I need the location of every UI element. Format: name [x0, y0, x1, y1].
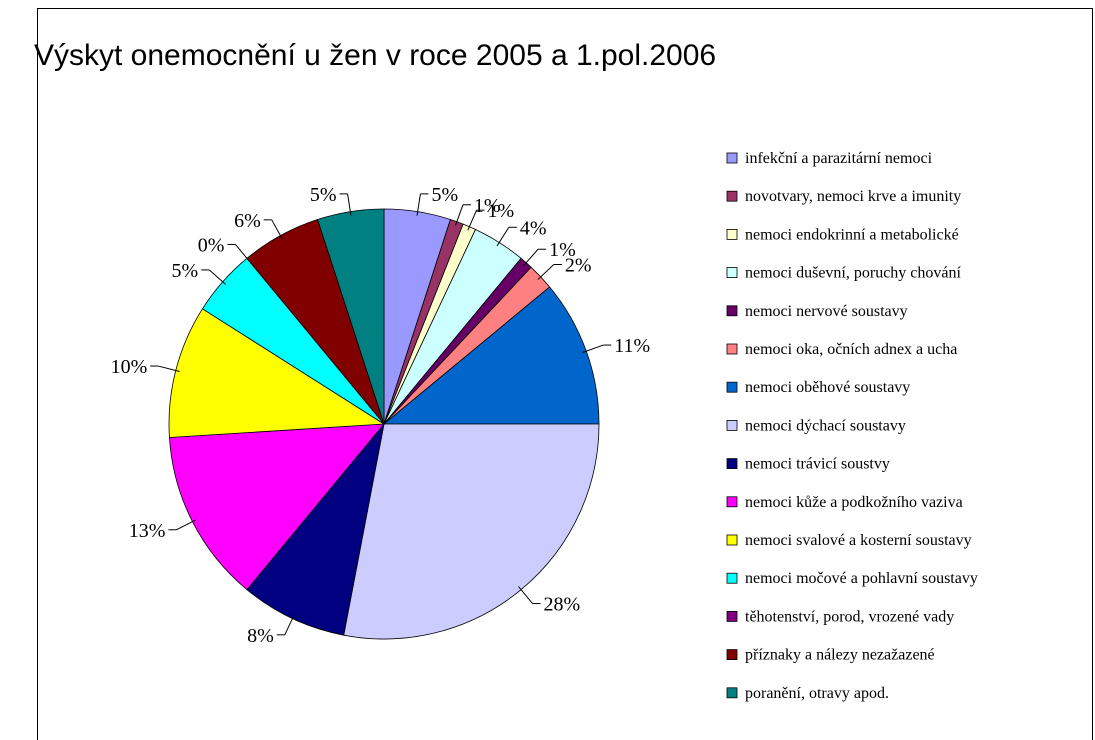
legend-label: nemoci kůže a podkožního vaziva	[745, 494, 963, 511]
data-label: 11%	[614, 335, 650, 357]
data-label: 0%	[198, 234, 225, 256]
chart-title: Výskyt onemocnění u žen v roce 2005 a 1.…	[34, 39, 716, 72]
leader-line	[582, 344, 604, 353]
leader-line	[284, 614, 295, 636]
data-label: 13%	[129, 520, 166, 542]
legend-label: nemoci svalové a kosterní soustavy	[745, 532, 972, 549]
legend-swatch	[726, 228, 738, 240]
leader-line	[158, 365, 180, 373]
leader-line	[523, 248, 539, 267]
legend-swatch	[726, 496, 738, 508]
leader-line	[347, 193, 352, 216]
legend-label: nemoci dýchací soustavy	[745, 417, 906, 434]
data-label: 1%	[488, 200, 515, 222]
leader-line	[176, 519, 197, 531]
leader-line	[416, 193, 421, 216]
data-label: 28%	[544, 594, 581, 616]
legend-swatch	[726, 190, 738, 202]
legend-swatch	[726, 152, 738, 164]
data-label: 2%	[565, 255, 592, 277]
legend-label: nemoci endokrinní a metabolické	[745, 226, 959, 243]
legend-swatch	[726, 534, 738, 546]
legend-swatch	[726, 649, 738, 660]
leader-line	[271, 219, 283, 240]
legend-label: nemoci duševní, poruchy chování	[745, 265, 962, 282]
data-label: 6%	[234, 210, 261, 232]
legend-label: nemoci oběhové soustavy	[745, 379, 910, 396]
legend-label: nemoci močové a pohlavní soustavy	[745, 570, 978, 587]
leader-line	[455, 204, 464, 226]
legend-label: nemoci nervové soustavy	[745, 303, 908, 320]
data-label: 1%	[549, 239, 576, 261]
legend-label: poranění, otravy apod.	[745, 685, 889, 702]
legend-swatch	[726, 305, 738, 317]
legend-swatch	[726, 611, 738, 622]
leader-line	[537, 264, 555, 280]
legend-swatch	[726, 458, 738, 470]
legend-label: příznaky a nálezy nezažazené	[745, 647, 935, 664]
data-label: 10%	[111, 356, 148, 378]
data-label: 8%	[247, 625, 274, 647]
leader-line	[518, 586, 533, 604]
leader-line	[496, 227, 510, 247]
leader-line	[208, 269, 227, 285]
legend-swatch	[726, 381, 738, 393]
data-label: 5%	[310, 184, 337, 206]
legend-label: nemoci oka, očních adnex a ucha	[745, 341, 957, 358]
legend-swatch	[726, 267, 738, 279]
legend-swatch	[726, 572, 738, 584]
data-label: 5%	[172, 260, 199, 282]
data-label: 1%	[474, 195, 501, 217]
legend-label: těhotenství, porod, vrozené vady	[745, 608, 954, 625]
legend-label: nemoci trávicí soustvy	[745, 456, 890, 473]
legend-swatch	[726, 687, 738, 699]
legend-swatch	[726, 343, 738, 355]
legend-label: novotvary, nemoci krve a imunity	[745, 188, 961, 205]
legend-label: infekční a parazitární nemoci	[745, 150, 933, 167]
leader-line	[467, 209, 477, 231]
data-label: 5%	[431, 184, 458, 206]
data-label: 4%	[520, 217, 547, 239]
legend-swatch	[726, 419, 738, 431]
